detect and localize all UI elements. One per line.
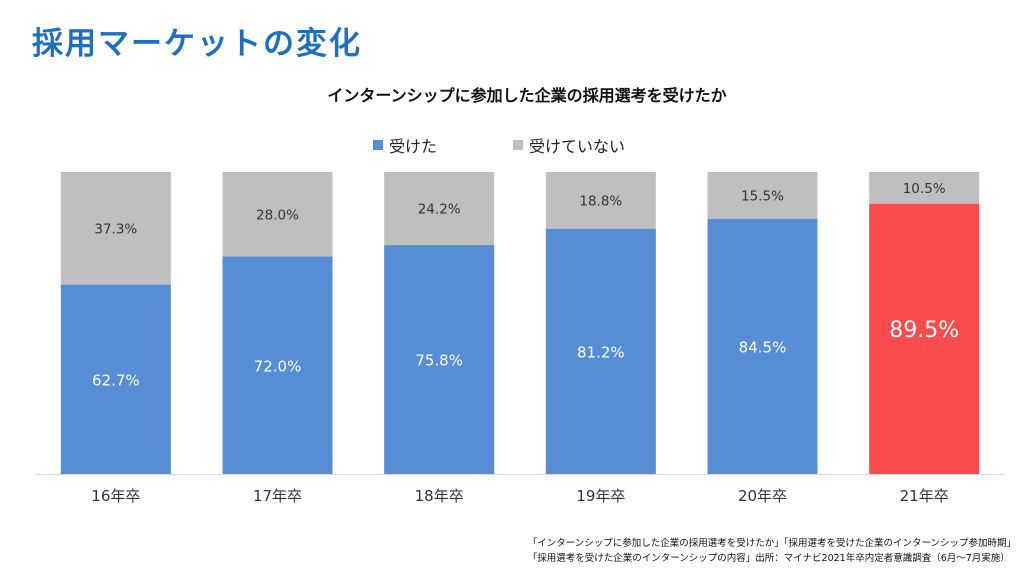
data-label-not-received: 37.3%	[94, 221, 137, 237]
source-footnote: 「インターンシップに参加した企業の採用選考を受けたか」「採用選考を受けた企業のイ…	[528, 536, 1016, 566]
data-label-not-received: 15.5%	[741, 188, 784, 204]
chart-legend: 受けた 受けていない	[373, 133, 625, 157]
slide-title: 採用マーケットの変化	[32, 26, 362, 62]
data-label-received: 75.8%	[415, 352, 463, 370]
x-tick-label: 20年卒	[738, 487, 787, 505]
footnote-line-2: 「採用選考を受けた企業のインターンシップの内容」出所：マイナビ2021年卒内定者…	[527, 553, 1010, 564]
bar-segment-not-received	[707, 172, 818, 219]
bar-segment-received	[60, 284, 171, 474]
bar-segment-not-received	[545, 172, 656, 229]
x-tick-label: 19年卒	[576, 487, 625, 505]
data-label-not-received: 28.0%	[256, 207, 299, 223]
data-label-received: 81.2%	[577, 343, 625, 361]
data-label-not-received: 18.8%	[579, 193, 622, 209]
legend-label-received: 受けた	[389, 137, 438, 156]
bar-segment-not-received	[869, 172, 980, 204]
legend-item-not-received: 受けていない	[513, 133, 625, 157]
chart-title: インターンシップに参加した企業の採用選考を受けたか	[327, 86, 727, 105]
bar-segment-not-received	[384, 172, 495, 246]
x-tick-label: 17年卒	[253, 487, 302, 505]
bar-segment-received	[707, 218, 818, 474]
x-tick-label: 18年卒	[415, 487, 464, 505]
x-tick-label: 16年卒	[91, 487, 140, 505]
legend-swatch-received	[373, 140, 383, 150]
data-label-received: 72.0%	[254, 357, 302, 375]
data-label-not-received: 10.5%	[903, 181, 946, 197]
data-label-received: 89.5%	[889, 318, 959, 343]
legend-label-not-received: 受けていない	[529, 137, 626, 156]
bar-segment-received	[222, 256, 333, 474]
data-label-received: 62.7%	[92, 371, 140, 389]
bar-segment-received	[384, 245, 495, 474]
bar-segment-received	[869, 203, 980, 474]
legend-item-received: 受けた	[373, 133, 437, 157]
bar-segment-received	[545, 228, 656, 474]
data-label-not-received: 24.2%	[418, 202, 461, 218]
legend-swatch-not-received	[513, 140, 524, 150]
data-label-received: 84.5%	[739, 338, 787, 356]
footnote-line-1: 「インターンシップに参加した企業の採用選考を受けたか」「採用選考を受けた企業のイ…	[527, 538, 1016, 549]
bar-segment-not-received	[60, 172, 171, 285]
bar-segment-not-received	[222, 172, 333, 257]
stacked-bar-chart: 62.7% 37.3% 16年卒 72.0% 28.0% 17年卒 75.8% 24.2% 18…	[35, 172, 1005, 505]
x-tick-label: 21年卒	[900, 487, 949, 505]
